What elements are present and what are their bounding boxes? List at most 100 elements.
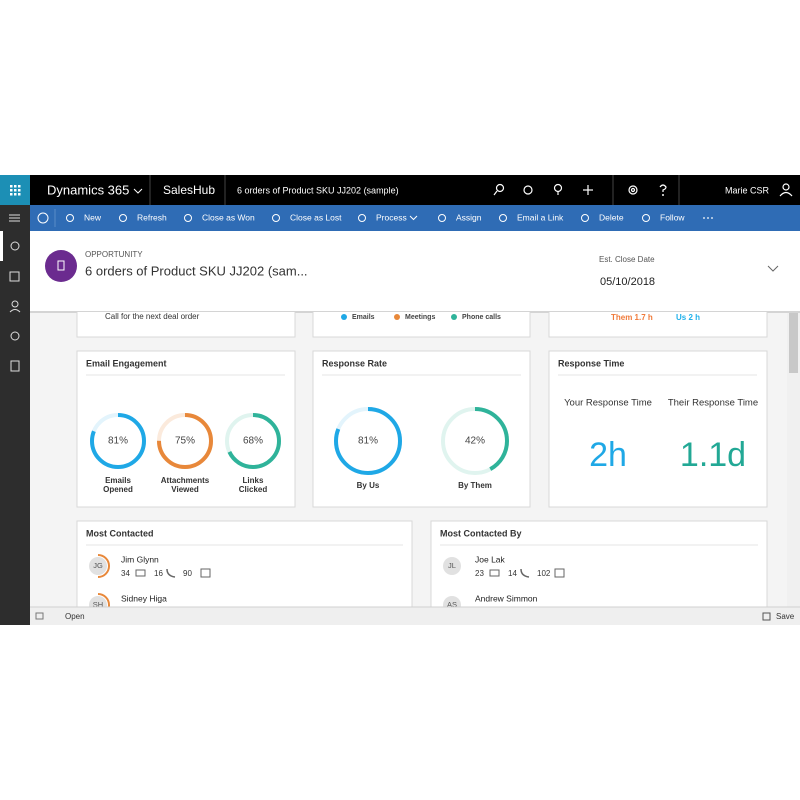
us-time: Us 2 h <box>676 313 700 322</box>
card <box>312 350 531 508</box>
ring-percent: 75% <box>175 436 195 447</box>
card <box>76 350 296 508</box>
contact-name[interactable]: Andrew Simmon <box>475 593 538 603</box>
card <box>430 520 768 607</box>
card <box>312 312 531 338</box>
record-header <box>30 231 800 312</box>
record-title: 6 orders of Product SKU JJ202 (sam... <box>85 263 308 278</box>
avatar-ring <box>97 554 110 578</box>
ring-value <box>90 413 146 469</box>
email-icon <box>489 569 500 577</box>
command-button[interactable]: Close as Lost <box>290 212 342 222</box>
save-icon[interactable] <box>762 612 771 621</box>
meeting-icon <box>554 568 565 578</box>
card-title: Most Contacted By <box>440 528 522 538</box>
legend-label: Meetings <box>405 314 435 321</box>
avatar-initials: JG <box>93 561 103 570</box>
contact-name[interactable]: Sidney Higa <box>121 593 167 603</box>
left-nav <box>0 205 30 625</box>
scroll-thumb[interactable] <box>789 313 798 373</box>
command-icon <box>642 214 650 222</box>
avatar <box>89 557 107 575</box>
expand-header[interactable] <box>767 265 779 272</box>
ring-value <box>334 407 402 475</box>
command-button[interactable]: Process <box>376 212 407 222</box>
metric-label: Your Response Time <box>564 398 652 409</box>
card-title: Email Engagement <box>86 358 167 368</box>
card-title: Most Contacted <box>86 528 154 538</box>
command-button[interactable]: Close as Won <box>202 212 255 222</box>
ring-value <box>157 413 213 469</box>
ring-percent: 42% <box>465 436 485 447</box>
metric-value: 1.1d <box>680 436 746 474</box>
legend-swatch <box>451 314 457 320</box>
entity-avatar <box>45 250 77 282</box>
call-icon <box>520 568 530 578</box>
them-time: Them 1.7 h <box>611 313 653 322</box>
avatar-initials: JL <box>448 561 456 570</box>
command-button[interactable]: Email a Link <box>517 212 564 222</box>
entity-type: OPPORTUNITY <box>85 250 143 259</box>
card <box>548 350 768 508</box>
avatar <box>89 596 107 607</box>
call-icon <box>166 568 176 578</box>
close-date: 05/10/2018 <box>600 276 655 288</box>
card-title: Response Rate <box>322 358 387 368</box>
user-name[interactable]: Marie CSR <box>725 185 770 195</box>
command-icon <box>184 214 192 222</box>
contact-name[interactable]: Joe Lak <box>475 554 506 564</box>
scrollbar <box>787 313 800 607</box>
entity-icon <box>57 260 65 271</box>
legend-swatch <box>394 314 400 320</box>
card <box>548 312 768 338</box>
ring-label: Clicked <box>239 485 268 494</box>
ring-value <box>225 413 281 469</box>
call-count: 14 <box>508 569 517 578</box>
record-name: 6 orders of Product SKU JJ202 (sample) <box>237 185 399 195</box>
ring-value <box>441 407 509 475</box>
save-button[interactable]: Save <box>776 612 795 621</box>
meeting-count: 102 <box>537 569 551 578</box>
ring-label: Links <box>243 476 264 485</box>
command-icon <box>499 214 507 222</box>
contact-name[interactable]: Jim Glynn <box>121 554 159 564</box>
chevron <box>133 188 143 194</box>
ring-label: Attachments <box>161 476 210 485</box>
email-count: 23 <box>475 569 484 578</box>
waffle-icon <box>10 185 21 196</box>
close-date-label: Est. Close Date <box>599 255 655 264</box>
command-icon <box>358 214 366 222</box>
expand-icon[interactable] <box>37 212 49 224</box>
command-button[interactable]: Assign <box>456 212 482 222</box>
ring-label: Opened <box>103 485 133 494</box>
module-name[interactable]: SalesHub <box>163 183 215 197</box>
ring-percent: 68% <box>243 436 263 447</box>
ring-label: By Us <box>357 481 380 490</box>
command-icon <box>272 214 280 222</box>
ring-label: By Them <box>458 481 492 490</box>
meeting-count: 90 <box>183 569 192 578</box>
command-button[interactable]: New <box>84 212 102 222</box>
nav-selected <box>0 231 3 261</box>
avatar-initials: AS <box>447 600 457 609</box>
meeting-icon <box>200 568 211 578</box>
avatar <box>443 557 461 575</box>
avatar <box>443 596 461 607</box>
command-button[interactable]: Refresh <box>137 212 167 222</box>
ring-percent: 81% <box>358 436 378 447</box>
app-name[interactable]: Dynamics 365 <box>47 182 129 197</box>
command-icon <box>581 214 589 222</box>
avatar-ring <box>97 593 110 607</box>
call-count: 16 <box>154 569 163 578</box>
more-icon[interactable] <box>703 217 713 219</box>
command-button[interactable]: Delete <box>599 212 624 222</box>
metric-label: Their Response Time <box>668 398 758 409</box>
legend-label: Phone calls <box>462 314 501 321</box>
card <box>76 312 296 338</box>
legend-swatch <box>341 314 347 320</box>
command-icon <box>119 214 127 222</box>
chevron <box>409 215 418 221</box>
top-icons <box>493 183 793 197</box>
command-button[interactable]: Follow <box>660 212 685 222</box>
